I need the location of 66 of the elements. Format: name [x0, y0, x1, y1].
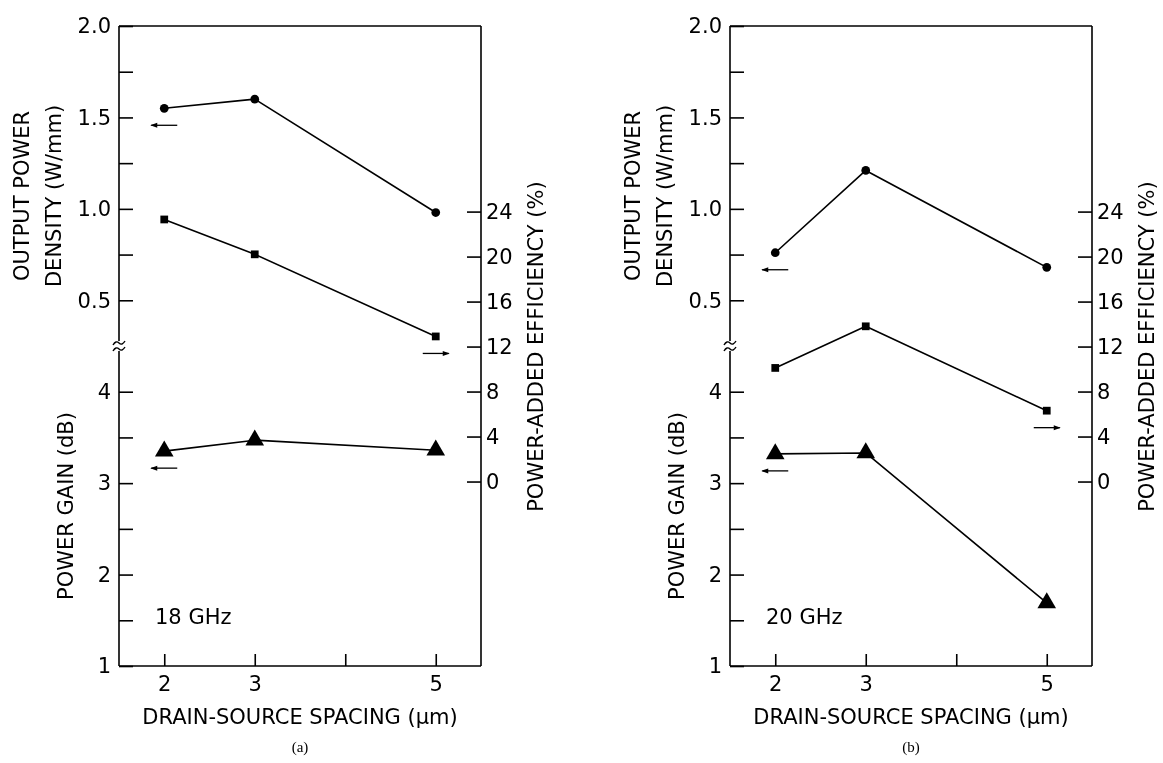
point — [250, 94, 260, 104]
y3-axis-title: OUTPUT POWER DENSITY (W/mm) — [621, 104, 677, 288]
point — [861, 322, 870, 331]
x-tick-label: 3 — [248, 671, 262, 696]
y-tick-label: 1 — [97, 654, 111, 679]
y2-axis-title: POWER-ADDED EFFICIENCY (%) — [1135, 181, 1159, 512]
point — [154, 440, 174, 457]
y2-tick-label: 12 — [1097, 334, 1124, 359]
y2-tick-label: 8 — [1097, 379, 1111, 404]
y3-tick-label: 0.5 — [77, 288, 111, 313]
point — [431, 332, 440, 341]
text: (a) — [291, 739, 309, 756]
y3-tick-label: 0.5 — [688, 288, 722, 313]
y2-tick-label: 24 — [1097, 199, 1124, 224]
point — [1042, 263, 1052, 272]
y-tick-label: 4 — [708, 379, 722, 404]
annotation: 18 GHz — [155, 605, 232, 629]
y3-tick-label: 2.0 — [77, 14, 111, 39]
x-tick-label: 3 — [859, 671, 873, 696]
y2-tick-label: 12 — [486, 334, 513, 359]
y2-axis-title: POWER-ADDED EFFICIENCY (%) — [524, 181, 548, 512]
point — [159, 103, 169, 113]
x-tick-label: 5 — [1040, 671, 1054, 696]
point — [856, 442, 876, 459]
x-tick-label: 5 — [429, 671, 443, 696]
y2-tick-label: 20 — [1097, 244, 1124, 269]
y2-tick-label: 8 — [486, 379, 500, 404]
y3-tick-label: 1.0 — [77, 197, 111, 222]
y3-tick-label: 1.0 — [688, 197, 722, 222]
point — [771, 364, 780, 372]
text: (b) — [902, 739, 920, 756]
y-tick-label: 4 — [97, 379, 111, 404]
point — [861, 166, 871, 175]
y2-tick-label: 4 — [1097, 424, 1111, 449]
annotation: 20 GHz — [766, 605, 843, 629]
point — [250, 250, 259, 259]
y-axis-title: POWER GAIN (dB) — [665, 412, 689, 600]
y2-tick-label: 4 — [486, 424, 500, 449]
x-tick-label: 2 — [158, 671, 172, 696]
point — [1037, 592, 1057, 609]
point — [770, 248, 780, 258]
x-tick-label: 2 — [769, 671, 783, 696]
y-tick-label: 2 — [97, 562, 111, 587]
point — [160, 215, 169, 224]
y-tick-label: 3 — [97, 471, 111, 496]
point — [245, 429, 265, 446]
y3-tick-label: 2.0 — [688, 14, 722, 39]
y-tick-label: 2 — [708, 562, 722, 587]
y2-tick-label: 16 — [1097, 289, 1124, 314]
point — [765, 443, 785, 460]
point — [1042, 406, 1051, 415]
y3-axis-title: OUTPUT POWER DENSITY (W/mm) — [10, 104, 66, 288]
point — [431, 208, 441, 217]
y2-tick-label: 16 — [486, 289, 513, 314]
y-tick-label: 1 — [708, 654, 722, 679]
x-axis-title: DRAIN-SOURCE SPACING (μm) — [753, 705, 1069, 729]
y2-tick-label: 24 — [486, 199, 513, 224]
y2-tick-label: 0 — [486, 469, 500, 494]
y-tick-label: 3 — [708, 471, 722, 496]
y2-tick-label: 20 — [486, 244, 513, 269]
y-axis-title: POWER GAIN (dB) — [54, 412, 78, 600]
y3-tick-label: 1.5 — [688, 105, 722, 130]
point — [426, 439, 446, 456]
y2-tick-label: 0 — [1097, 469, 1111, 494]
x-axis-title: DRAIN-SOURCE SPACING (μm) — [142, 705, 458, 729]
y3-tick-label: 1.5 — [77, 105, 111, 130]
